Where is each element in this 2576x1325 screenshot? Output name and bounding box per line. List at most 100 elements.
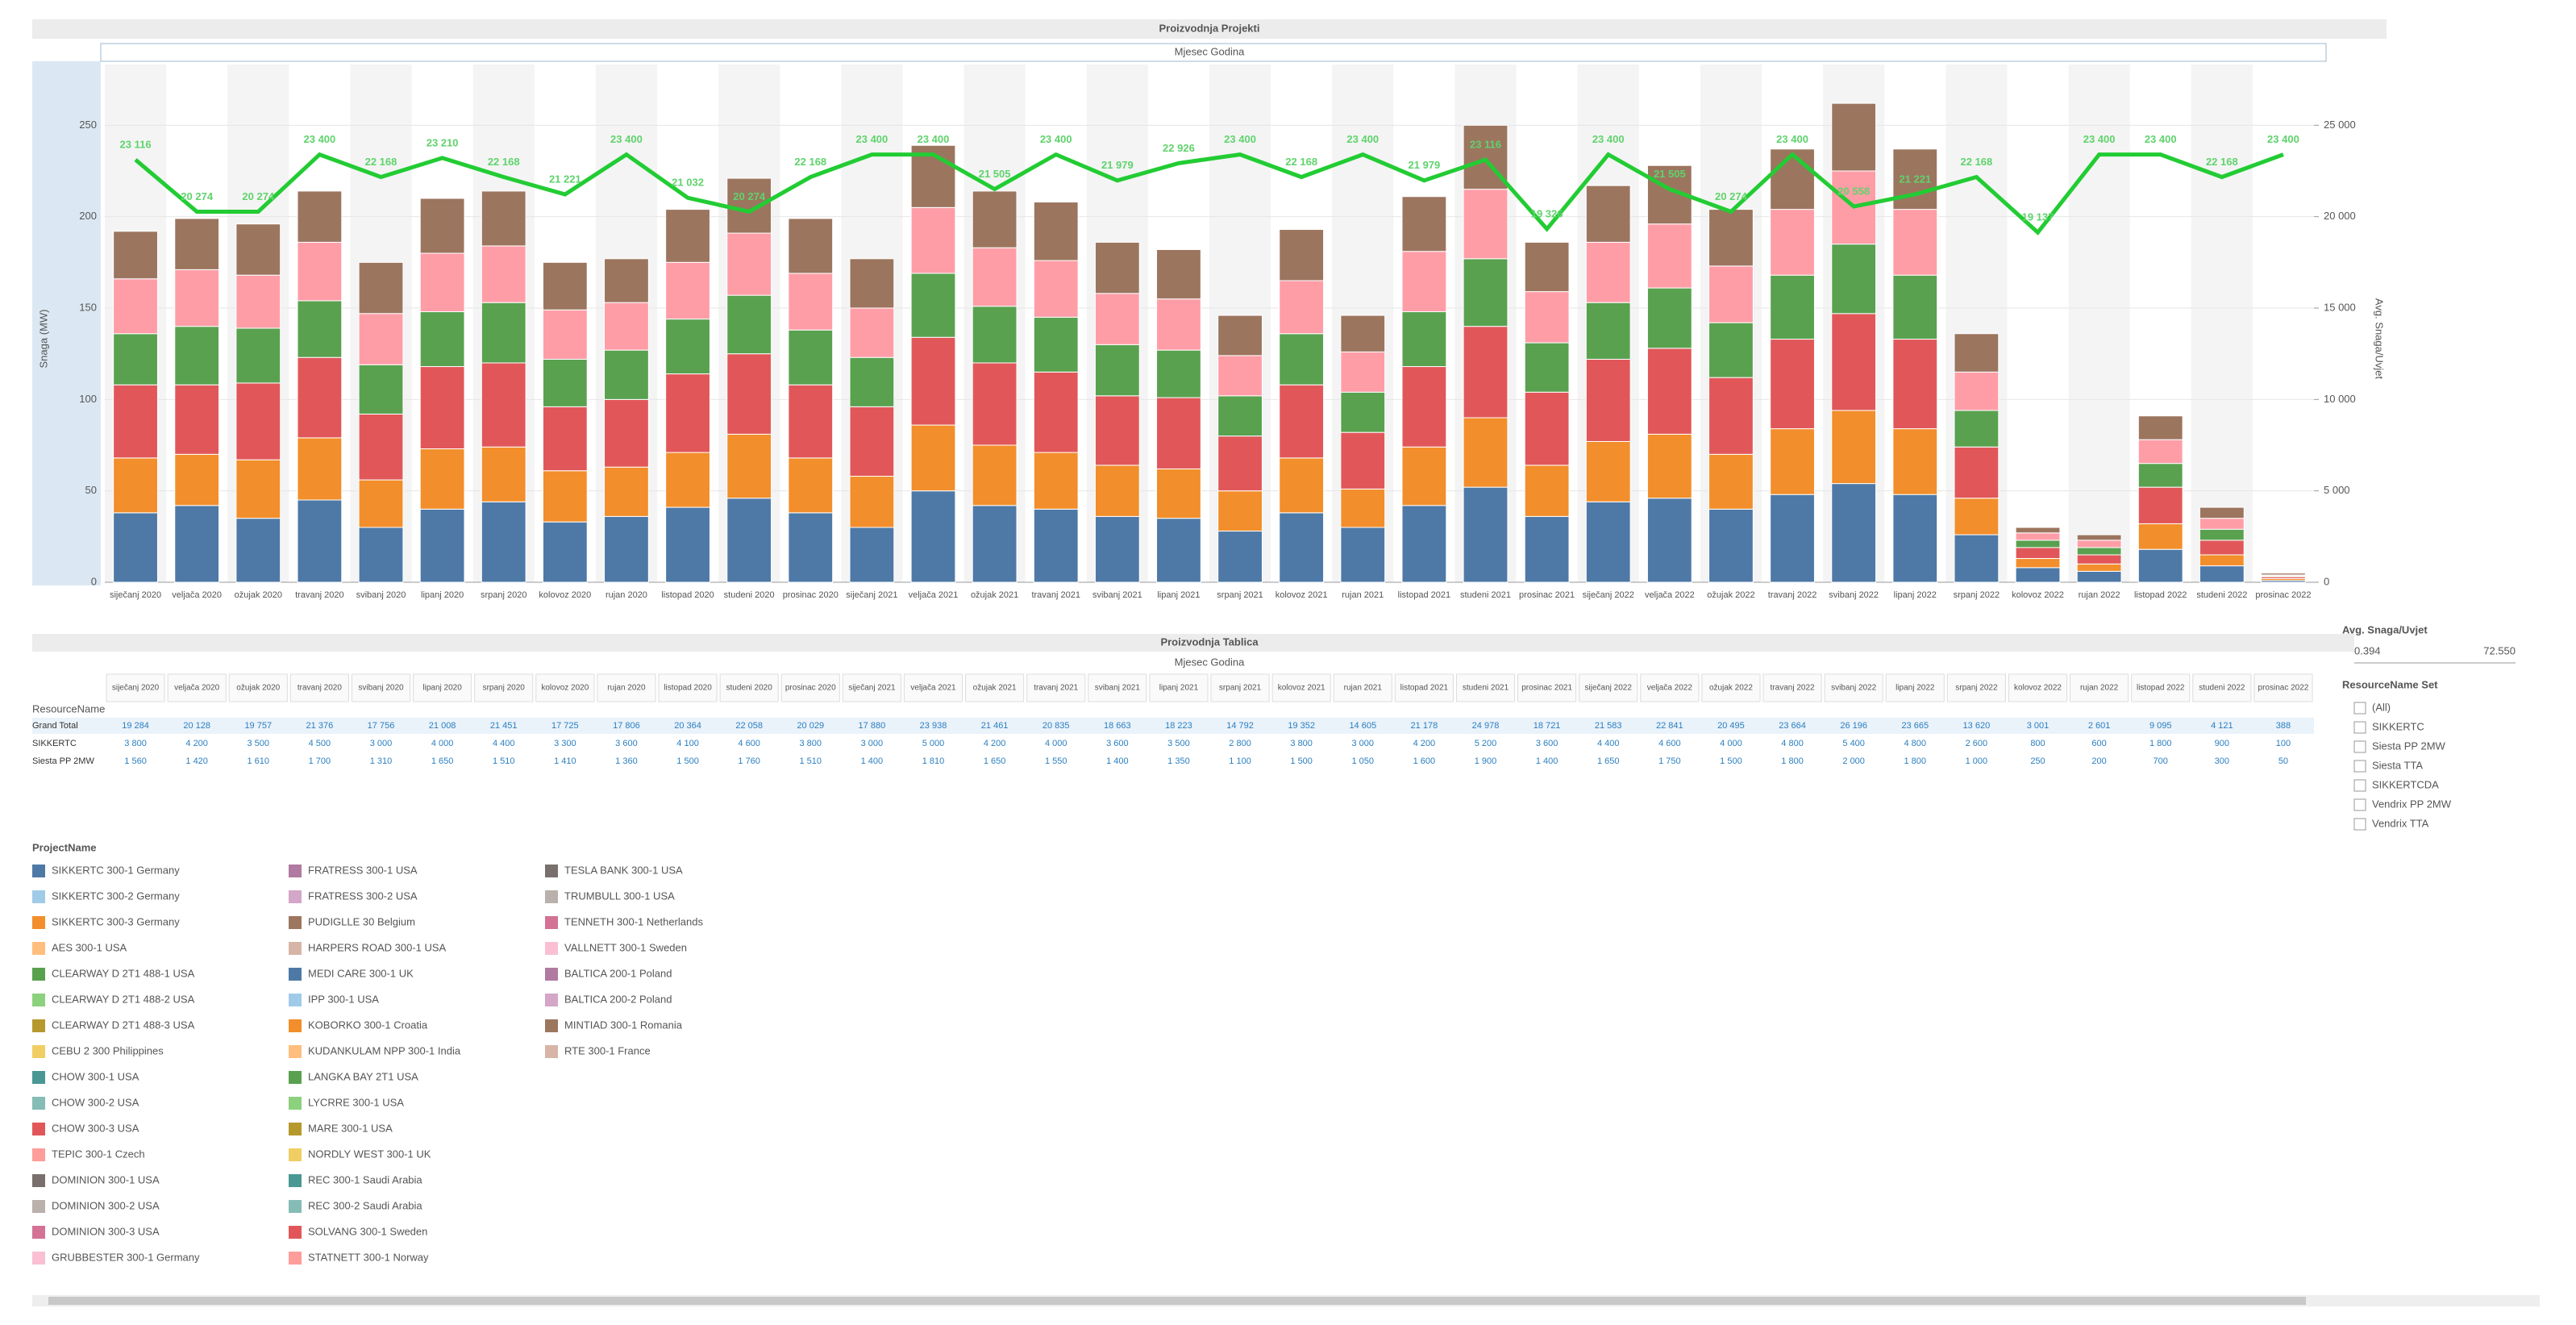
table-column-header: siječanj 2021	[848, 684, 896, 693]
bar-segment	[1708, 209, 1754, 267]
table-cell: 4 000	[431, 739, 454, 748]
legend-label: NORDLY WEST 300-1 UK	[308, 1148, 431, 1160]
legend-swatch	[289, 942, 302, 955]
line-label: 23 400	[918, 133, 950, 145]
filter-item: Vendrix PP 2MW	[2372, 798, 2452, 810]
table-cell: 19 757	[244, 721, 272, 731]
bar-segment	[665, 506, 710, 583]
bar-segment	[1094, 344, 1140, 397]
legend-swatch	[545, 1019, 558, 1032]
bar-segment	[788, 273, 834, 331]
table-cell: 17 725	[551, 721, 579, 731]
legend-label: TEPIC 300-1 Czech	[52, 1148, 145, 1160]
legend-swatch	[289, 1097, 302, 1110]
legend-swatch	[32, 1252, 45, 1265]
bar-segment	[665, 261, 710, 320]
table-header-cell	[658, 673, 718, 702]
y-tick-label: 50	[85, 484, 97, 496]
line-label: 23 400	[2083, 133, 2116, 145]
bar-segment	[542, 309, 588, 360]
bar-segment	[1217, 531, 1263, 583]
legend-swatch	[545, 916, 558, 929]
table-cell: 1 610	[248, 756, 270, 766]
checkbox[interactable]	[2353, 798, 2366, 811]
x-tick-label: siječanj 2021	[846, 590, 897, 600]
bar-segment	[1156, 468, 1201, 519]
table-cell: 1 500	[676, 756, 699, 766]
table-cell: 21 461	[981, 721, 1009, 731]
table-cell: 250	[2030, 756, 2045, 766]
checkbox[interactable]	[2353, 702, 2366, 715]
x-tick-label: listopad 2022	[2134, 590, 2187, 600]
bar-segment	[2137, 415, 2183, 440]
legend-swatch	[32, 1226, 45, 1239]
bar-segment	[910, 336, 956, 426]
bar-segment	[1585, 358, 1631, 442]
checkbox[interactable]	[2353, 760, 2366, 773]
checkbox[interactable]	[2353, 779, 2366, 792]
legend-swatch	[32, 1019, 45, 1032]
bar-segment	[113, 333, 158, 385]
table-cell: 2 000	[1842, 756, 1865, 766]
table-column-header: veljača 2020	[174, 684, 220, 693]
x-tick-label: travanj 2021	[1031, 590, 1080, 600]
legend-label: CHOW 300-1 USA	[52, 1070, 139, 1082]
bar-segment	[604, 515, 649, 583]
table-cell: 14 605	[1349, 721, 1376, 731]
line-label: 22 168	[2206, 156, 2238, 168]
table-cell: 1 100	[1229, 756, 1251, 766]
legend-label: FRATRESS 300-2 USA	[308, 890, 418, 902]
legend-swatch	[289, 1200, 302, 1213]
x-tick-label: listopad 2020	[661, 590, 714, 600]
bar-segment	[1463, 189, 1509, 260]
table-header-cell	[413, 673, 472, 702]
table-cell: 20 128	[183, 721, 210, 731]
bar-segment	[235, 327, 281, 384]
bar-segment	[481, 302, 526, 364]
line-label: 23 116	[1470, 138, 1501, 150]
bar-segment	[1033, 260, 1079, 318]
legend-label: VALLNETT 300-1 Sweden	[564, 941, 687, 953]
table-cell: 19 284	[122, 721, 149, 731]
bar-segment	[1401, 251, 1447, 313]
legend-swatch	[289, 1174, 302, 1187]
table-cell: 3 001	[2027, 721, 2050, 731]
table-cell: 4 400	[493, 739, 515, 748]
scroll-thumb[interactable]	[48, 1297, 2306, 1305]
total-row	[32, 718, 2314, 734]
column-stripe	[2191, 65, 2253, 582]
table-cell: 26 196	[1840, 721, 1867, 731]
x-tick-label: kolovoz 2020	[539, 590, 591, 600]
legend-swatch	[32, 1148, 45, 1161]
checkbox[interactable]	[2353, 818, 2366, 831]
table-cell: 100	[2276, 739, 2291, 748]
checkbox[interactable]	[2353, 740, 2366, 753]
bar-segment	[910, 273, 956, 338]
x-tick-label: studeni 2022	[2196, 590, 2247, 600]
table-cell: 3 800	[124, 739, 147, 748]
bar-segment	[1831, 483, 1877, 583]
x-tick-label: ožujak 2022	[1707, 590, 1754, 600]
table-cell: 1 760	[738, 756, 760, 766]
bar-segment	[1585, 185, 1631, 243]
legend-label: AES 300-1 USA	[52, 941, 127, 953]
y-tick-label: 150	[79, 301, 97, 313]
bar-segment	[972, 444, 1017, 506]
line-label: 20 558	[1837, 185, 1870, 197]
line-label: 21 979	[1409, 159, 1441, 171]
table-header-cell	[1885, 673, 1945, 702]
bar-segment	[1524, 515, 1570, 583]
bar-segment	[358, 413, 404, 481]
bar-segment	[1646, 498, 1692, 583]
legend-swatch	[32, 994, 45, 1006]
bar-segment	[2076, 563, 2122, 572]
bar-segment	[1156, 518, 1201, 583]
y2-tick-label: 15 000	[2324, 301, 2356, 313]
legend-label: CLEARWAY D 2T1 488-2 USA	[52, 993, 195, 1005]
bar-segment	[113, 457, 158, 514]
checkbox[interactable]	[2353, 721, 2366, 734]
bar-segment	[1646, 348, 1692, 435]
filter-item: Siesta TTA	[2372, 759, 2423, 771]
table-column-header: prosinac 2022	[2258, 684, 2309, 693]
bar-segment	[1831, 244, 1877, 315]
